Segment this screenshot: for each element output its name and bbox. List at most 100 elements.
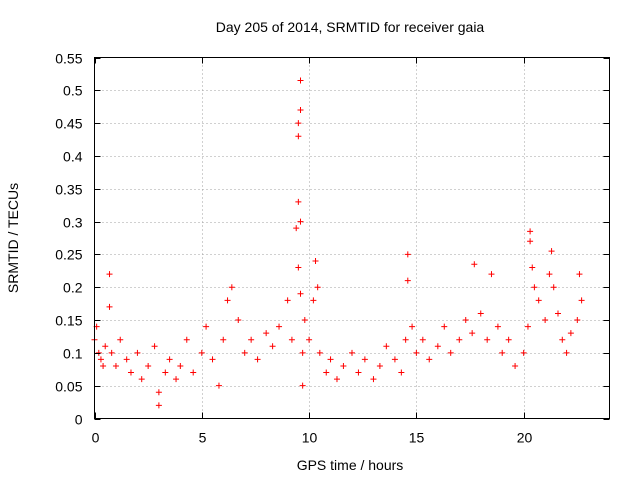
data-point xyxy=(263,330,270,337)
data-point xyxy=(419,336,426,343)
data-point xyxy=(295,264,302,271)
data-point xyxy=(198,349,205,356)
data-point xyxy=(235,317,242,324)
data-point xyxy=(276,323,283,330)
data-point xyxy=(248,336,255,343)
data-point xyxy=(349,349,355,356)
data-point xyxy=(512,362,519,369)
data-point xyxy=(376,362,383,369)
data-point xyxy=(299,349,306,356)
y-tick-label: 0.15 xyxy=(55,313,82,329)
data-point xyxy=(306,336,313,343)
data-point xyxy=(224,297,231,304)
data-point xyxy=(314,284,321,291)
chart-title: Day 205 of 2014, SRMTID for receiver gai… xyxy=(216,19,485,35)
data-point xyxy=(555,310,561,317)
data-point xyxy=(162,369,169,376)
data-point xyxy=(295,133,302,140)
data-point xyxy=(469,330,476,337)
data-point xyxy=(323,369,330,376)
data-point xyxy=(524,323,531,330)
data-point xyxy=(563,349,570,356)
data-point xyxy=(173,376,180,383)
data-point xyxy=(190,369,197,376)
data-point xyxy=(297,77,304,84)
data-point xyxy=(220,336,227,343)
data-point xyxy=(177,362,184,369)
data-point xyxy=(370,376,377,383)
data-point xyxy=(155,402,162,409)
data-point xyxy=(254,356,261,363)
y-axis-title: SRMTID / TECUs xyxy=(5,183,21,293)
data-point xyxy=(297,107,304,114)
data-point xyxy=(434,343,441,350)
data-point xyxy=(529,264,536,271)
data-point xyxy=(567,330,574,337)
data-point xyxy=(426,356,433,363)
data-point xyxy=(494,323,501,330)
data-point xyxy=(404,277,411,284)
data-point xyxy=(413,349,420,356)
data-point xyxy=(546,271,553,278)
data-point xyxy=(106,271,113,278)
data-point xyxy=(333,376,340,383)
data-point xyxy=(100,362,107,369)
data-point xyxy=(462,317,469,324)
data-point xyxy=(404,251,411,258)
y-tick-label: 0.4 xyxy=(63,149,83,165)
data-point xyxy=(355,369,362,376)
data-point xyxy=(134,349,141,356)
data-point xyxy=(520,349,527,356)
data-point xyxy=(102,343,109,350)
y-tick-label: 0.45 xyxy=(55,116,82,132)
data-point xyxy=(138,376,145,383)
data-point xyxy=(559,336,566,343)
x-tick-label: 5 xyxy=(199,430,207,446)
data-point xyxy=(576,271,583,278)
data-point xyxy=(209,356,216,363)
data-point xyxy=(316,349,323,356)
data-point xyxy=(145,362,152,369)
data-point xyxy=(299,382,306,389)
data-point xyxy=(215,382,222,389)
data-point xyxy=(127,369,134,376)
data-point xyxy=(203,323,210,330)
y-tick-label: 0.2 xyxy=(63,280,83,296)
data-point xyxy=(499,349,506,356)
data-point xyxy=(117,336,124,343)
data-point xyxy=(108,349,115,356)
y-tick-label: 0.25 xyxy=(55,247,82,263)
x-tick-label: 15 xyxy=(409,430,425,446)
data-point xyxy=(441,323,448,330)
data-point xyxy=(269,343,276,350)
data-point xyxy=(97,356,104,363)
data-point xyxy=(391,356,398,363)
y-tick-label: 0.1 xyxy=(63,346,83,362)
data-point xyxy=(505,336,512,343)
data-point xyxy=(228,284,235,291)
data-point xyxy=(471,261,478,268)
y-tick-label: 0.3 xyxy=(63,215,83,231)
data-point xyxy=(535,297,542,304)
data-point xyxy=(297,218,304,225)
x-tick-label: 10 xyxy=(302,430,318,446)
data-point xyxy=(484,336,491,343)
data-point xyxy=(295,198,302,205)
data-point xyxy=(151,343,158,350)
data-point xyxy=(301,317,308,324)
data-point xyxy=(166,356,173,363)
data-point xyxy=(293,225,300,232)
y-tick-label: 0.55 xyxy=(55,51,82,67)
data-point xyxy=(361,356,368,363)
data-point xyxy=(527,228,534,235)
axis-ticks: 0 0.05 0.1 0.15 0.2 0.25 0.3 0.35 0.4 0.45 0.5 0.55… xyxy=(55,51,610,446)
data-point xyxy=(312,257,319,264)
data-point xyxy=(550,284,557,291)
data-point xyxy=(456,336,463,343)
plot-frame xyxy=(94,57,610,419)
data-point xyxy=(488,271,495,278)
data-point xyxy=(123,356,130,363)
data-point xyxy=(527,238,534,245)
